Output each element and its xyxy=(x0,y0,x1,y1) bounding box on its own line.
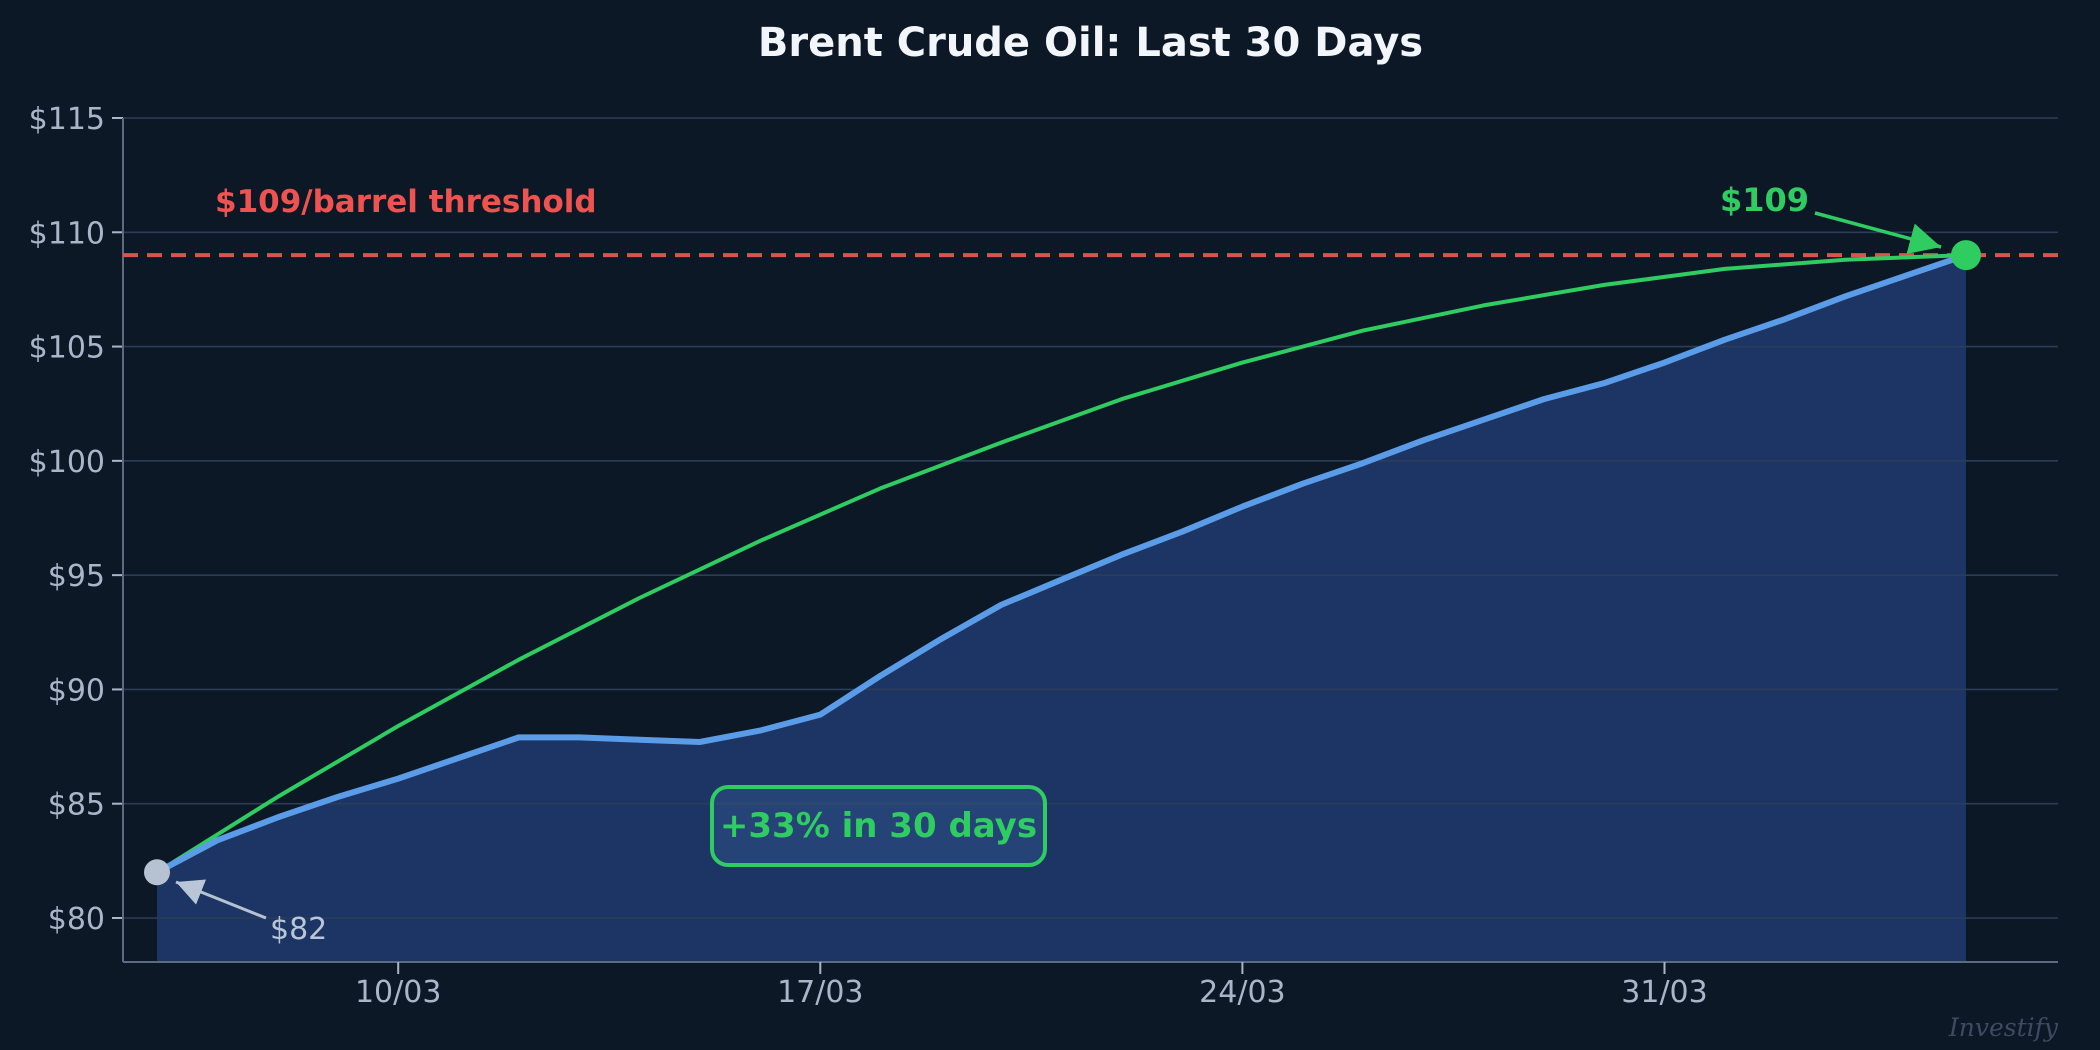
chart-title: Brent Crude Oil: Last 30 Days xyxy=(757,20,1424,66)
y-tick-label: $100 xyxy=(29,445,105,480)
price-area-fill xyxy=(157,255,1966,963)
gain-badge: +33% in 30 days xyxy=(710,785,1047,867)
start-price-annotation: $82 xyxy=(270,912,328,947)
y-tick-label: $115 xyxy=(29,102,105,137)
end-point-dot xyxy=(1951,240,1981,271)
start-point-dot xyxy=(144,859,170,886)
trend-line xyxy=(155,253,1968,875)
start-annotation-arrow xyxy=(175,879,267,920)
watermark: Investify xyxy=(1948,1013,2058,1042)
price-line xyxy=(154,252,1969,876)
x-tick-label: 10/03 xyxy=(355,975,441,1010)
x-tick-label: 24/03 xyxy=(1199,975,1285,1010)
y-tick-label: $105 xyxy=(29,331,105,366)
gain-badge-text: +33% in 30 days xyxy=(719,806,1038,846)
y-tick-label: $80 xyxy=(48,902,105,937)
y-tick-label: $110 xyxy=(29,216,105,251)
y-tick-label: $95 xyxy=(48,559,105,594)
y-tick-label: $90 xyxy=(48,673,105,708)
end-price-annotation: $109 xyxy=(1720,181,1810,219)
x-tick-label: 31/03 xyxy=(1621,975,1707,1010)
y-tick-label: $85 xyxy=(48,788,105,823)
threshold-label: $109/barrel threshold xyxy=(215,184,597,220)
end-annotation-arrow xyxy=(1814,211,1942,254)
x-tick-label: 17/03 xyxy=(777,975,863,1010)
